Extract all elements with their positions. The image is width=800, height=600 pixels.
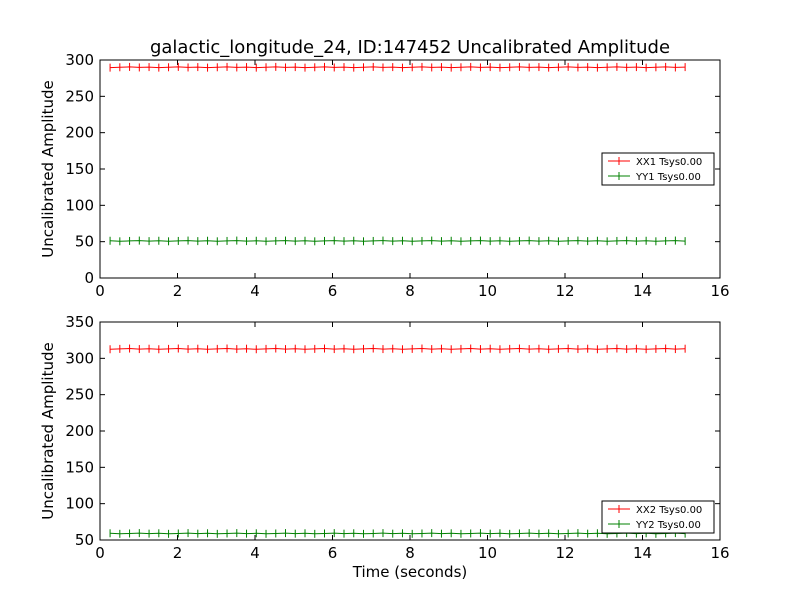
y-tick-label: 0 (84, 269, 94, 287)
plot-frame (99, 59, 721, 279)
x-tick-label: 16 (710, 544, 729, 562)
y-tick-label: 50 (75, 531, 94, 549)
x-tick-label: 14 (633, 282, 652, 300)
series-line-xx2 (110, 347, 686, 350)
x-tick-label: 4 (250, 544, 260, 562)
top-y-axis-label: Uncalibrated Amplitude (39, 80, 57, 257)
y-tick-label: 200 (65, 124, 94, 142)
y-tick-label: 50 (75, 233, 94, 251)
x-tick-label: 0 (95, 544, 105, 562)
plot-frame (99, 321, 721, 541)
bottom-y-axis-label: Uncalibrated Amplitude (39, 342, 57, 519)
x-axis-label: Time (seconds) (352, 563, 468, 581)
legend-box (601, 152, 715, 186)
y-tick-label: 100 (65, 196, 94, 214)
top-subplot: galactic_longitude_24, ID:147452 Uncalib… (39, 37, 730, 300)
legend: XX1 Tsys0.00 YY1 Tsys0.00 (601, 152, 715, 186)
x-tick-label: 6 (328, 282, 338, 300)
x-tick-label: 2 (173, 544, 183, 562)
x-tick-label: 14 (633, 544, 652, 562)
x-tick-label: 10 (478, 282, 497, 300)
x-tick-label: 8 (405, 282, 415, 300)
y-tick-label: 150 (65, 458, 94, 476)
series-line-yy2 (110, 532, 686, 535)
y-tick-label: 300 (65, 349, 94, 367)
legend-label: XX1 Tsys0.00 (636, 157, 702, 168)
x-tick-label: 12 (555, 544, 574, 562)
legend-box (601, 500, 715, 534)
y-tick-label: 250 (65, 386, 94, 404)
y-tick-label: 100 (65, 495, 94, 513)
x-tick-label: 12 (555, 282, 574, 300)
legend-label: YY2 Tsys0.00 (635, 520, 701, 531)
x-tick-label: 0 (95, 282, 105, 300)
y-tick-label: 300 (65, 51, 94, 69)
legend-label: XX2 Tsys0.00 (636, 505, 702, 516)
y-tick-label: 350 (65, 313, 94, 331)
chart-title: galactic_longitude_24, ID:147452 Uncalib… (150, 37, 670, 58)
x-tick-label: 4 (250, 282, 260, 300)
x-tick-label: 16 (710, 282, 729, 300)
x-tick-label: 10 (478, 544, 497, 562)
y-tick-label: 250 (65, 87, 94, 105)
series-line-xx1 (110, 66, 686, 69)
y-tick-label: 200 (65, 422, 94, 440)
legend-label: YY1 Tsys0.00 (635, 172, 701, 183)
x-tick-label: 8 (405, 544, 415, 562)
bottom-subplot: Uncalibrated Amplitude Time (seconds) 0 2… (39, 313, 730, 581)
y-tick-label: 150 (65, 160, 94, 178)
legend: XX2 Tsys0.00 YY2 Tsys0.00 (601, 500, 715, 534)
x-tick-label: 6 (328, 544, 338, 562)
x-tick-label: 2 (173, 282, 183, 300)
series-line-yy1 (110, 240, 686, 242)
